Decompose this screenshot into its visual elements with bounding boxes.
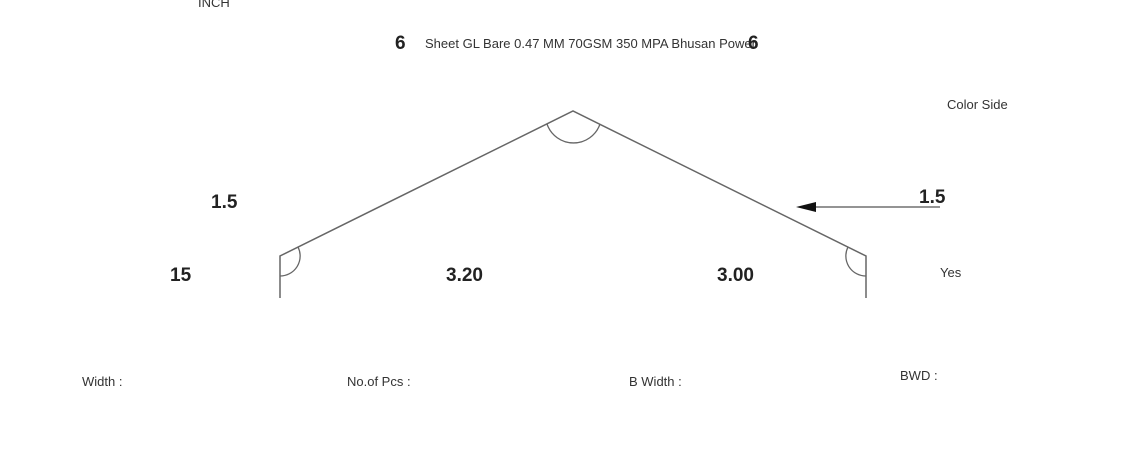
yes-label: Yes xyxy=(940,265,962,280)
unit-label: INCH xyxy=(198,0,230,10)
qty-right: 6 xyxy=(748,33,759,54)
right-slope-value: 3.00 xyxy=(717,265,754,286)
apex-angle-arc xyxy=(546,123,601,144)
bwd-label: BWD : xyxy=(900,368,938,383)
color-side-label: Color Side xyxy=(947,97,1008,112)
left-top-value: 1.5 xyxy=(211,192,238,213)
qty-left: 6 xyxy=(395,33,406,54)
left-slope-value: 3.20 xyxy=(446,265,483,286)
arrow-value: 1.5 xyxy=(919,187,946,208)
right-corner-arc xyxy=(845,246,867,277)
b-width-label: B Width : xyxy=(629,374,682,389)
profile-outline xyxy=(279,110,867,298)
sheet-description: Sheet GL Bare 0.47 MM 70GSM 350 MPA Bhus… xyxy=(425,36,756,51)
left-corner-arc xyxy=(279,246,301,277)
width-label: Width : xyxy=(82,374,123,389)
pcs-label: No.of Pcs : xyxy=(347,374,411,389)
color-side-arrow-head xyxy=(796,202,816,212)
left-bottom-value: 15 xyxy=(170,265,192,286)
